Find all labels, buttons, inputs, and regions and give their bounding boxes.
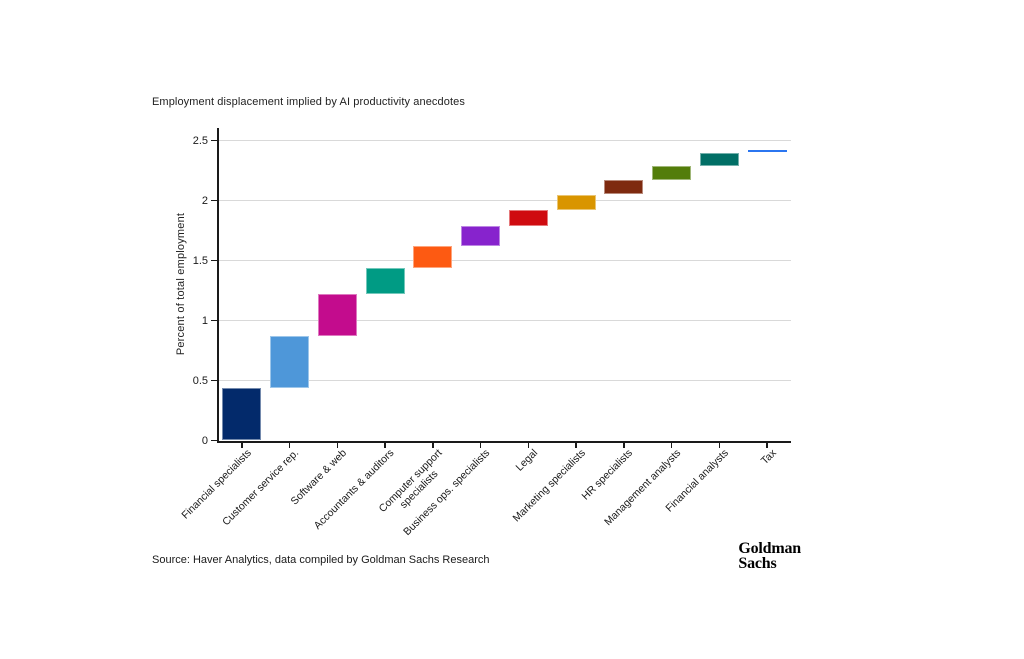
bar-accountants-auditors	[365, 267, 405, 295]
bar-management-analysts	[652, 165, 692, 181]
x-tick-mark	[432, 442, 434, 448]
bar-hr-specialists	[604, 180, 644, 195]
x-tick-mark	[766, 442, 768, 448]
x-axis-line	[216, 440, 791, 443]
gridline	[218, 139, 791, 142]
x-tick-mark	[623, 442, 625, 448]
x-tick-mark	[479, 442, 482, 448]
y-tick-mark	[210, 319, 217, 322]
chart-title: Employment displacement implied by AI pr…	[152, 96, 465, 108]
bar-financial-specialists	[222, 387, 262, 441]
bar-customer-service-rep	[270, 336, 310, 388]
y-tick-label: 2.5	[192, 134, 208, 147]
x-tick-mark	[336, 442, 339, 448]
y-tick-mark	[210, 439, 217, 442]
y-tick-label: 2	[201, 194, 208, 207]
x-tick-mark	[575, 442, 577, 448]
y-tick-label: 0.5	[192, 374, 208, 387]
bar-tax	[747, 150, 787, 153]
y-axis-title: Percent of total employment	[175, 212, 187, 356]
x-tick-mark	[241, 442, 243, 448]
y-tick-label: 0	[201, 434, 208, 447]
goldman-sachs-logo-line2: Sachs	[738, 555, 777, 572]
x-tick-mark	[384, 442, 386, 448]
y-tick-mark	[210, 259, 217, 262]
x-tick-mark	[288, 442, 291, 448]
bar-financial-analysts	[699, 152, 739, 166]
x-tick-label-legal: Legal	[513, 447, 540, 474]
bar-software-web	[317, 294, 357, 337]
gridline	[218, 379, 791, 382]
x-tick-mark	[527, 442, 530, 448]
y-tick-mark	[210, 139, 217, 142]
gridline	[218, 319, 791, 322]
x-tick-mark	[670, 442, 673, 448]
x-tick-mark	[718, 442, 721, 448]
x-tick-label-tax: Tax	[758, 447, 779, 468]
y-tick-mark	[210, 199, 217, 202]
bar-marketing-specialists	[556, 194, 596, 211]
x-tick-label-accountants-auditors: Accountants & auditors	[311, 447, 397, 532]
source-note: Source: Haver Analytics, data compiled b…	[152, 554, 490, 566]
bar-computer-support-specialists	[413, 246, 453, 268]
bar-legal	[508, 210, 548, 226]
y-axis-line	[216, 128, 219, 443]
bar-business-ops-specialists	[461, 225, 501, 247]
y-tick-mark	[210, 379, 217, 382]
y-tick-label: 1	[201, 314, 208, 327]
gridline	[218, 199, 791, 202]
goldman-sachs-logo-line1: Goldman	[738, 540, 801, 557]
gridline	[218, 259, 791, 262]
goldman-sachs-logo: Goldman Sachs	[738, 540, 801, 572]
y-tick-label: 1.5	[192, 254, 208, 267]
